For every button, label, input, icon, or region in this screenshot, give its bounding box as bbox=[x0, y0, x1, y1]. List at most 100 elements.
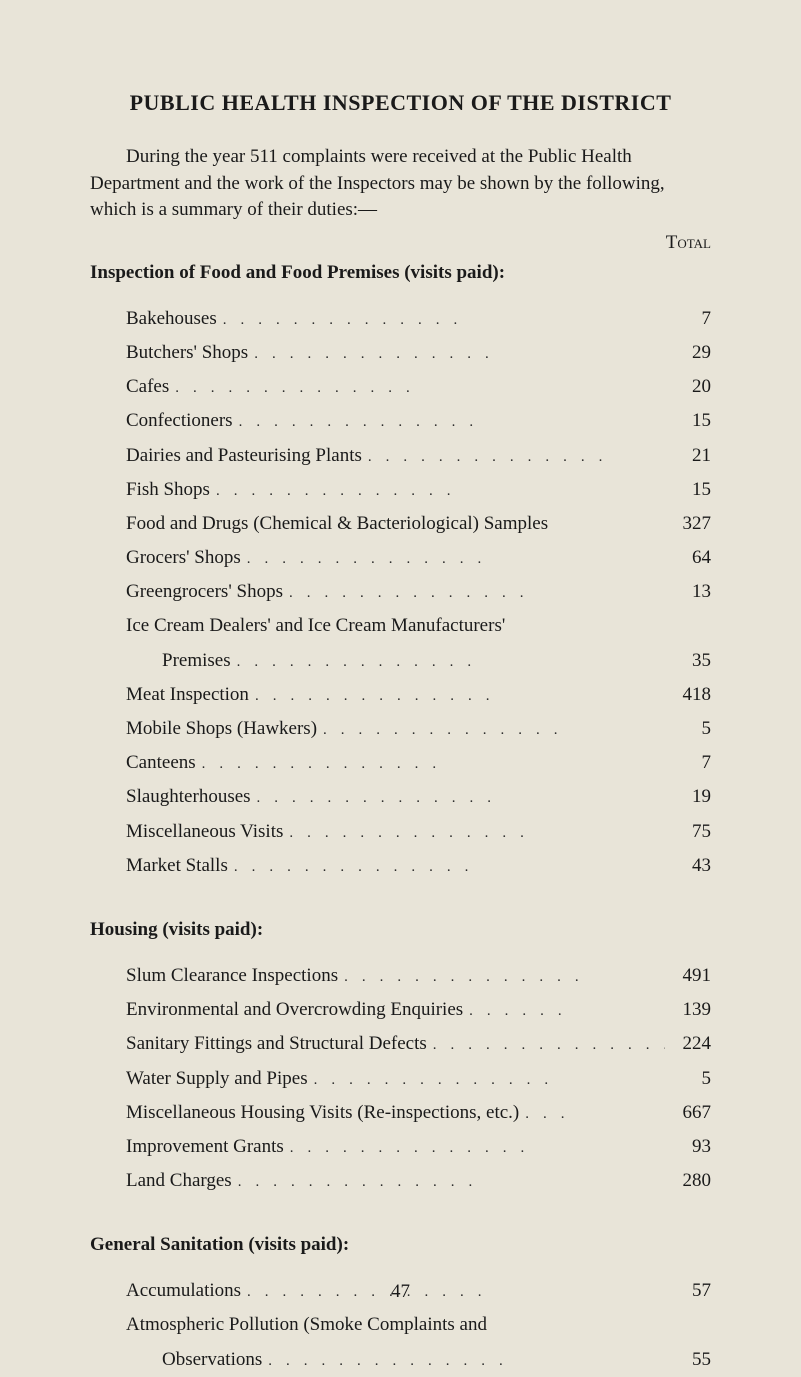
table-row: Land Charges..............280 bbox=[90, 1164, 711, 1198]
page-title: PUBLIC HEALTH INSPECTION OF THE DISTRICT bbox=[90, 90, 711, 116]
item-label: Confectioners bbox=[126, 404, 233, 438]
dot-leader: .............. bbox=[362, 444, 665, 471]
dot-leader: .............. bbox=[228, 854, 665, 881]
table-row: Miscellaneous Housing Visits (Re-inspect… bbox=[90, 1096, 711, 1130]
dot-leader: .............. bbox=[283, 580, 665, 607]
item-value: 224 bbox=[665, 1027, 711, 1061]
dot-leader: .............. bbox=[248, 341, 665, 368]
item-label: Greengrocers' Shops bbox=[126, 575, 283, 609]
dot-leader: .............. bbox=[169, 375, 665, 402]
table-row: Butchers' Shops..............29 bbox=[90, 336, 711, 370]
item-value: 15 bbox=[665, 473, 711, 507]
item-value: 43 bbox=[665, 849, 711, 883]
dot-leader: .............. bbox=[232, 1169, 665, 1196]
item-label: Land Charges bbox=[126, 1164, 232, 1198]
dot-leader: .............. bbox=[233, 409, 665, 436]
table-row: Slaughterhouses..............19 bbox=[90, 780, 711, 814]
housing-items: Slum Clearance Inspections..............… bbox=[90, 959, 711, 1198]
table-row: Water Supply and Pipes..............5 bbox=[90, 1062, 711, 1096]
item-label: Dairies and Pasteurising Plants bbox=[126, 439, 362, 473]
table-row: Cafes..............20 bbox=[90, 370, 711, 404]
item-value: 19 bbox=[665, 780, 711, 814]
item-label-line2: Premises bbox=[162, 644, 231, 678]
table-row: Environmental and Overcrowding Enquiries… bbox=[90, 993, 711, 1027]
table-row: Mobile Shops (Hawkers)..............5 bbox=[90, 712, 711, 746]
dot-leader: .............. bbox=[196, 751, 665, 778]
item-label-line2: Observations bbox=[162, 1343, 262, 1377]
item-value: 35 bbox=[665, 644, 711, 678]
item-value: 55 bbox=[665, 1343, 711, 1377]
total-column-label: Total bbox=[90, 232, 711, 254]
item-label: Grocers' Shops bbox=[126, 541, 241, 575]
table-row: Greengrocers' Shops..............13 bbox=[90, 575, 711, 609]
dot-leader: .............. bbox=[284, 1135, 665, 1162]
item-value: 418 bbox=[665, 678, 711, 712]
dot-leader: .............. bbox=[308, 1067, 665, 1094]
table-row: Slum Clearance Inspections..............… bbox=[90, 959, 711, 993]
table-row: Sanitary Fittings and Structural Defects… bbox=[90, 1027, 711, 1061]
item-value: 280 bbox=[665, 1164, 711, 1198]
item-label: Butchers' Shops bbox=[126, 336, 248, 370]
item-value: 15 bbox=[665, 404, 711, 438]
item-label: Bakehouses bbox=[126, 302, 217, 336]
item-value: 29 bbox=[665, 336, 711, 370]
item-label: Fish Shops bbox=[126, 473, 210, 507]
item-label: Cafes bbox=[126, 370, 169, 404]
table-row: Improvement Grants..............93 bbox=[90, 1130, 711, 1164]
section-heading-housing: Housing (visits paid): bbox=[90, 919, 711, 941]
item-value: 21 bbox=[665, 439, 711, 473]
table-row: Canteens..............7 bbox=[90, 746, 711, 780]
item-value: 13 bbox=[665, 575, 711, 609]
item-label: Slum Clearance Inspections bbox=[126, 959, 338, 993]
item-label: Food and Drugs (Chemical & Bacteriologic… bbox=[126, 507, 548, 541]
dot-leader: .............. bbox=[317, 717, 665, 744]
table-row: Observations..............55 bbox=[90, 1343, 711, 1377]
dot-leader: .............. bbox=[283, 820, 665, 847]
dot-leader: .............. bbox=[231, 649, 665, 676]
item-value: 93 bbox=[665, 1130, 711, 1164]
item-value: 75 bbox=[665, 815, 711, 849]
item-label: Sanitary Fittings and Structural Defects bbox=[126, 1027, 427, 1061]
table-row: Fish Shops..............15 bbox=[90, 473, 711, 507]
section-heading-sanitation: General Sanitation (visits paid): bbox=[90, 1234, 711, 1256]
item-label-line1: Ice Cream Dealers' and Ice Cream Manufac… bbox=[90, 609, 711, 643]
table-row: Food and Drugs (Chemical & Bacteriologic… bbox=[90, 507, 711, 541]
item-value: 327 bbox=[665, 507, 711, 541]
item-value: 7 bbox=[665, 302, 711, 336]
table-row: Bakehouses..............7 bbox=[90, 302, 711, 336]
table-row: Market Stalls..............43 bbox=[90, 849, 711, 883]
dot-leader: .............. bbox=[217, 307, 665, 334]
item-value: 5 bbox=[665, 712, 711, 746]
dot-leader: ...... bbox=[463, 998, 665, 1025]
item-label: Miscellaneous Visits bbox=[126, 815, 283, 849]
table-row: Grocers' Shops..............64 bbox=[90, 541, 711, 575]
page-number: 47 bbox=[0, 1281, 801, 1303]
item-label: Mobile Shops (Hawkers) bbox=[126, 712, 317, 746]
dot-leader: .............. bbox=[427, 1032, 665, 1059]
item-value: 64 bbox=[665, 541, 711, 575]
item-label: Market Stalls bbox=[126, 849, 228, 883]
table-row: Confectioners..............15 bbox=[90, 404, 711, 438]
table-row: Miscellaneous Visits..............75 bbox=[90, 815, 711, 849]
item-label: Meat Inspection bbox=[126, 678, 249, 712]
item-value: 139 bbox=[665, 993, 711, 1027]
inspection-items: Bakehouses..............7 Butchers' Shop… bbox=[90, 302, 711, 883]
section-heading-inspection: Inspection of Food and Food Premises (vi… bbox=[90, 262, 711, 284]
item-label: Miscellaneous Housing Visits (Re-inspect… bbox=[126, 1096, 519, 1130]
item-label-line1: Atmospheric Pollution (Smoke Complaints … bbox=[90, 1308, 711, 1342]
item-value: 20 bbox=[665, 370, 711, 404]
table-row: Dairies and Pasteurising Plants.........… bbox=[90, 439, 711, 473]
table-row: Premises..............35 bbox=[90, 644, 711, 678]
item-label: Environmental and Overcrowding Enquiries bbox=[126, 993, 463, 1027]
item-label: Slaughterhouses bbox=[126, 780, 251, 814]
item-label: Improvement Grants bbox=[126, 1130, 284, 1164]
item-value: 7 bbox=[665, 746, 711, 780]
dot-leader: .............. bbox=[251, 785, 665, 812]
item-label: Water Supply and Pipes bbox=[126, 1062, 308, 1096]
item-label: Canteens bbox=[126, 746, 196, 780]
item-value: 491 bbox=[665, 959, 711, 993]
dot-leader: .............. bbox=[249, 683, 665, 710]
dot-leader: .............. bbox=[241, 546, 665, 573]
dot-leader: .............. bbox=[338, 964, 665, 991]
dot-leader: ... bbox=[519, 1101, 665, 1128]
